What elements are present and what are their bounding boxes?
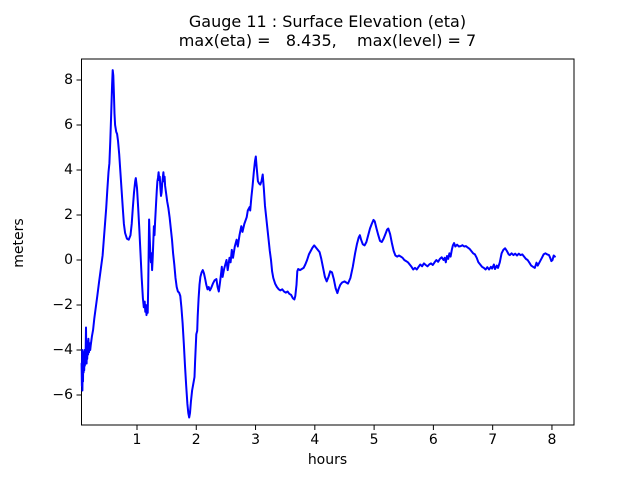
chart-title: Gauge 11 : Surface Elevation (eta) xyxy=(188,12,467,31)
x-tick-label-5: 5 xyxy=(369,432,379,448)
x-tick-label-8: 8 xyxy=(547,432,557,448)
y-tick-label-8: 8 xyxy=(64,71,73,88)
y-tick-label--4: −4 xyxy=(52,342,73,358)
x-tick-label-4: 4 xyxy=(310,432,320,448)
y-tick-label-2: 2 xyxy=(64,206,73,223)
y-tick-label-6: 6 xyxy=(64,116,73,133)
x-axis-label: hours xyxy=(307,452,348,468)
x-tick-label-7: 7 xyxy=(488,432,498,448)
y-tick-label--6: −6 xyxy=(52,387,73,403)
eta-line xyxy=(80,69,556,419)
x-tick-label-1: 1 xyxy=(132,432,142,448)
chart-title-block: Gauge 11 : Surface Elevation (eta) max(e… xyxy=(81,12,574,50)
y-axis-label: meters xyxy=(11,218,27,268)
axes-frame xyxy=(81,58,575,426)
x-tick-label-2: 2 xyxy=(191,432,201,448)
y-tick-label-0: 0 xyxy=(64,252,73,268)
x-tick-label-6: 6 xyxy=(428,432,438,448)
y-tick-label-4: 4 xyxy=(64,161,73,178)
y-tick-label--2: −2 xyxy=(52,297,73,313)
x-tick-label-3: 3 xyxy=(251,432,260,448)
chart-subtitle: max(eta) = 8.435, max(level) = 7 xyxy=(178,31,477,50)
